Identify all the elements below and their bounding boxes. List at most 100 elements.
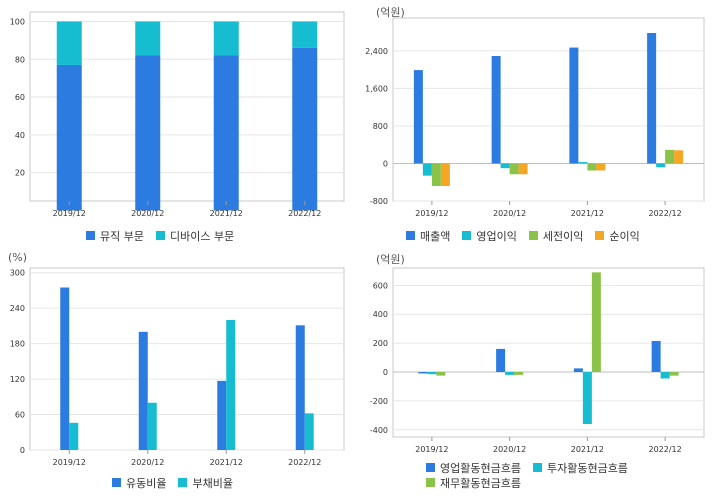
x-tick-label: 2022/12 — [288, 458, 321, 467]
legend-item: 순이익 — [595, 228, 640, 243]
bar — [582, 372, 592, 424]
bar — [569, 47, 579, 164]
legend-label: 유동비율 — [126, 476, 167, 490]
x-tick-label: 2020/12 — [131, 458, 164, 467]
legend-label: 뮤직 부문 — [100, 229, 144, 243]
bar — [418, 372, 428, 374]
bar — [69, 422, 79, 450]
y-tick-label: 0 — [383, 159, 388, 168]
unit-label: (%) — [8, 251, 28, 264]
y-tick-label: 180 — [10, 340, 25, 349]
bar — [56, 21, 82, 65]
bar — [491, 56, 501, 164]
chart-svg: -400 -200 0 200 400 600 2019/12 2020/12 2021/12 2… — [370, 267, 705, 454]
bar — [518, 163, 528, 175]
legend-swatch — [86, 231, 95, 240]
legend-item: 재무활동현금흐름 — [426, 475, 521, 490]
bar — [213, 55, 239, 211]
legend-label: 부채비율 — [192, 476, 233, 490]
unit-label: (억원) — [376, 6, 405, 19]
legend-swatch — [426, 463, 435, 472]
bar — [138, 331, 148, 450]
bar — [651, 340, 661, 372]
bar — [135, 21, 161, 56]
bar — [505, 372, 515, 375]
unit-label: (억원) — [376, 253, 405, 266]
x-tick-label: 2021/12 — [210, 209, 243, 218]
bar — [422, 163, 432, 176]
bar — [292, 21, 318, 48]
plot-frame — [29, 11, 345, 202]
y-tick-label: -400 — [370, 426, 388, 435]
y-tick-label: 60 — [15, 93, 25, 102]
y-tick-label: 40 — [15, 131, 25, 140]
bar — [674, 150, 684, 164]
bar — [509, 163, 519, 175]
legend-label: 매출액 — [420, 229, 451, 243]
bar — [304, 413, 314, 450]
x-tick-label: 2022/12 — [288, 209, 321, 218]
x-tick-label: 2019/12 — [415, 445, 448, 454]
bar — [295, 325, 305, 450]
bar — [660, 372, 670, 379]
bar — [573, 368, 583, 372]
bar — [440, 163, 450, 186]
bar — [292, 47, 318, 211]
y-tick-label: 60 — [15, 411, 25, 420]
legend-item: 뮤직 부문 — [86, 228, 144, 243]
bar — [669, 372, 679, 376]
legend-swatch — [178, 478, 188, 487]
y-tick-label: 240 — [10, 304, 25, 313]
y-tick-label: 80 — [15, 55, 25, 64]
legend-item: 디바이스 부문 — [155, 228, 235, 243]
legend-swatch — [528, 231, 538, 240]
legend: 유동비율 부채비율 — [112, 475, 352, 490]
bar — [427, 372, 437, 375]
legend-item: 세전이익 — [528, 228, 583, 243]
x-tick-label: 2022/12 — [649, 209, 682, 218]
chart-svg: -800 0 800 1,600 2,400 2019/12 2020/12 2021/12 2… — [365, 17, 705, 218]
legend-swatch — [532, 463, 542, 472]
legend: 매출액 영업이익 세전이익 순이익 — [406, 228, 706, 243]
bar — [213, 21, 239, 56]
x-tick-label: 2019/12 — [53, 458, 86, 467]
y-tick-label: 600 — [373, 281, 388, 290]
y-tick-label: 0 — [383, 368, 388, 377]
bar — [431, 163, 441, 186]
y-tick-label: -200 — [370, 397, 388, 406]
chart-panel-income: (억원) -800 0 800 1,600 2,400 2019/12 2020/12 202… — [360, 0, 720, 248]
bar — [647, 33, 657, 164]
legend-swatch — [426, 478, 435, 487]
legend-item: 투자활동현금흐름 — [532, 460, 628, 475]
y-tick-label: 300 — [10, 269, 25, 278]
legend-label: 디바이스 부문 — [169, 229, 235, 243]
y-tick-label: 0 — [20, 446, 25, 455]
legend-item: 유동비율 — [112, 475, 166, 490]
legend-swatch — [112, 478, 121, 487]
x-tick-label: 2021/12 — [210, 458, 243, 467]
chart-svg: 20 40 60 80 100 2019/12 2020/12 2021/12 2022/12 — [10, 11, 345, 218]
bar — [596, 163, 606, 171]
bar — [56, 64, 82, 211]
x-tick-label: 2021/12 — [571, 209, 604, 218]
legend-label: 영업활동현금흐름 — [440, 461, 521, 475]
legend-item: 영업이익 — [462, 228, 517, 243]
legend-label: 투자활동현금흐름 — [546, 461, 628, 475]
bar — [665, 149, 675, 164]
legend-label: 재무활동현금흐름 — [440, 476, 521, 490]
bar — [591, 272, 601, 372]
legend-item: 매출액 — [406, 228, 450, 243]
legend-item: 부채비율 — [178, 475, 233, 490]
x-tick-label: 2019/12 — [415, 209, 448, 218]
x-tick-label: 2019/12 — [53, 209, 86, 218]
bar — [514, 372, 524, 375]
y-tick-label: 100 — [10, 17, 25, 26]
chart-svg: 0 60 120 180 240 300 2019/12 2020/12 2021/12 2022… — [10, 267, 345, 467]
bar — [436, 372, 446, 376]
y-tick-label: 120 — [10, 375, 25, 384]
x-tick-label: 2020/12 — [493, 445, 526, 454]
y-tick-label: 2,400 — [365, 47, 388, 56]
y-tick-label: -800 — [370, 197, 388, 206]
bar — [147, 402, 157, 450]
y-tick-label: 400 — [373, 310, 388, 319]
